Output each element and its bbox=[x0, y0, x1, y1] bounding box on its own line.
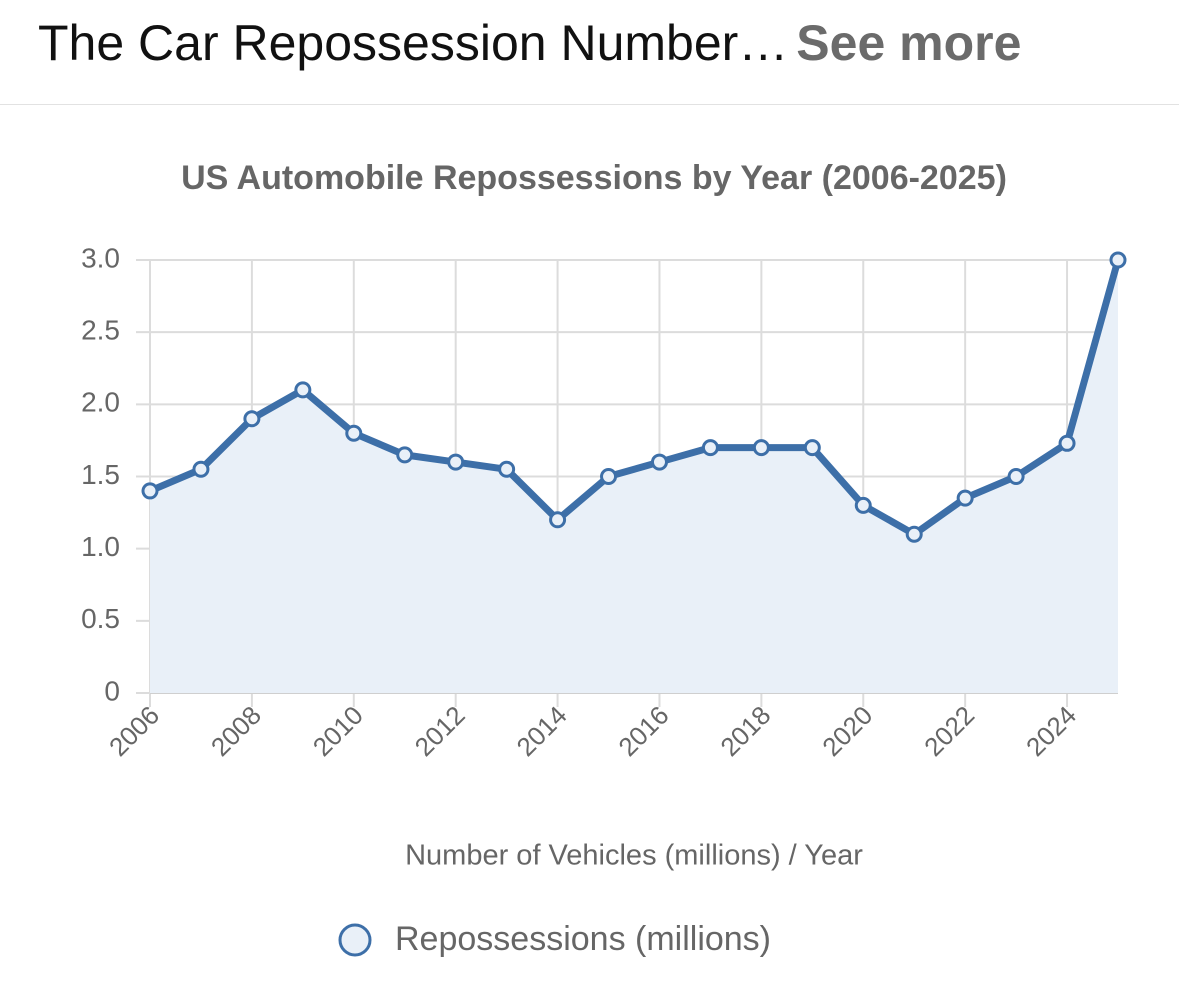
area bbox=[150, 260, 1118, 693]
chart-title: US Automobile Repossessions by Year (200… bbox=[181, 159, 1007, 197]
divider bbox=[0, 104, 1179, 105]
x-tick-label: 2022 bbox=[918, 700, 980, 762]
y-tick-label: 2.0 bbox=[81, 387, 120, 418]
header: The Car Repossession Number… See more bbox=[38, 14, 1021, 72]
point bbox=[956, 489, 974, 507]
x-tick-label: 2012 bbox=[409, 700, 471, 762]
x-tick-label: 2018 bbox=[714, 700, 776, 762]
point bbox=[549, 511, 567, 529]
point bbox=[192, 460, 210, 478]
y-tick-label: 0 bbox=[104, 675, 120, 706]
y-tick-label: 1.5 bbox=[81, 459, 120, 490]
y-tick-label: 3.0 bbox=[81, 242, 120, 273]
x-tick-label: 2020 bbox=[816, 700, 878, 762]
point bbox=[447, 453, 465, 471]
line bbox=[148, 259, 1122, 538]
point bbox=[498, 460, 516, 478]
point bbox=[854, 496, 872, 514]
point bbox=[905, 525, 923, 543]
x-tick-label: 2006 bbox=[103, 700, 165, 762]
y-tick-label: 2.5 bbox=[81, 315, 120, 346]
y-tick-label: 1.0 bbox=[81, 531, 120, 562]
x-tick-label: 2014 bbox=[511, 700, 573, 762]
point bbox=[1007, 468, 1025, 485]
point bbox=[1109, 251, 1127, 269]
see-more-link[interactable]: See more bbox=[796, 15, 1022, 71]
x-tick-label: 2016 bbox=[612, 700, 674, 762]
x-tick-label: 2008 bbox=[205, 700, 267, 762]
point bbox=[294, 381, 312, 399]
point bbox=[803, 439, 821, 457]
point bbox=[1058, 434, 1076, 452]
x-tick-label: 2010 bbox=[307, 700, 369, 762]
point bbox=[650, 453, 668, 471]
point bbox=[345, 424, 363, 442]
point bbox=[243, 410, 261, 428]
x-tick-label: 2024 bbox=[1020, 700, 1082, 762]
y-tick-label: 0.5 bbox=[81, 603, 120, 634]
legend-marker bbox=[338, 923, 372, 957]
x-axis-title: Number of Vehicles (millions) / Year bbox=[405, 840, 863, 872]
point bbox=[141, 482, 159, 500]
header-title: The Car Repossession Number… bbox=[38, 15, 789, 71]
point bbox=[600, 468, 618, 485]
point bbox=[752, 439, 770, 457]
legend-label: Repossessions (millions) bbox=[395, 920, 771, 958]
point bbox=[396, 446, 414, 464]
point bbox=[701, 439, 719, 457]
